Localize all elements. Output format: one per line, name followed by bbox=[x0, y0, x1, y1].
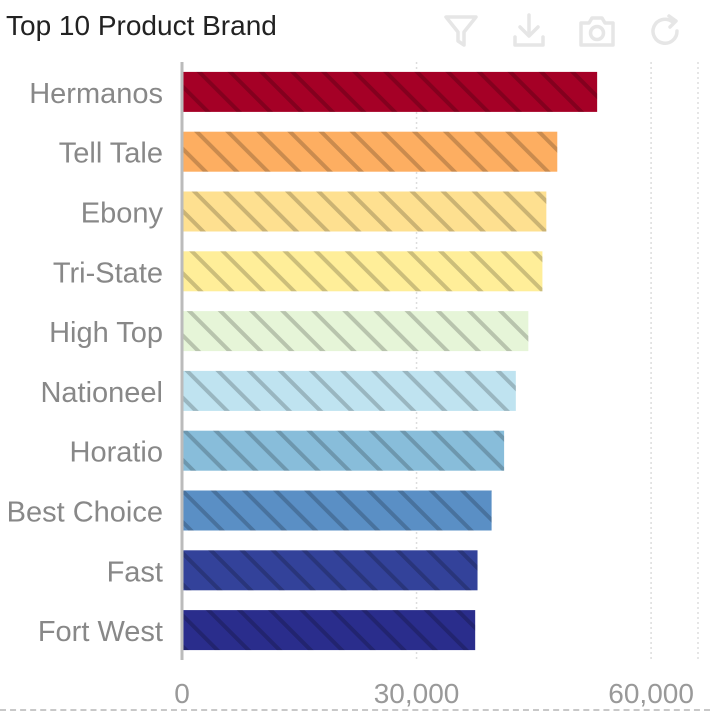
bar-hatch bbox=[182, 550, 478, 591]
bar-group[interactable] bbox=[182, 311, 529, 352]
bar-group[interactable] bbox=[182, 71, 598, 112]
bar-hatch bbox=[182, 311, 529, 352]
category-label: Tri-State bbox=[53, 257, 163, 289]
download-button[interactable] bbox=[506, 8, 552, 54]
category-label: Best Choice bbox=[7, 497, 163, 529]
filter-button[interactable] bbox=[438, 8, 484, 54]
category-label: High Top bbox=[49, 317, 163, 349]
bar-group[interactable] bbox=[182, 131, 558, 172]
bar-group[interactable] bbox=[182, 490, 492, 531]
bar-hatch bbox=[182, 490, 492, 531]
bar-group[interactable] bbox=[182, 610, 476, 651]
filter-icon bbox=[444, 15, 478, 47]
category-label: Tell Tale bbox=[59, 138, 163, 170]
x-tick-label: 0 bbox=[174, 678, 190, 709]
category-label: Hermanos bbox=[29, 78, 163, 110]
bar-hatch bbox=[182, 430, 505, 471]
bar-hatch bbox=[182, 251, 543, 292]
category-label: Horatio bbox=[70, 437, 164, 469]
camera-icon bbox=[579, 16, 615, 47]
bar-hatch bbox=[182, 71, 598, 112]
bar-group[interactable] bbox=[182, 370, 516, 411]
refresh-button[interactable] bbox=[642, 8, 688, 54]
x-tick-label: 60,000 bbox=[608, 678, 694, 709]
chart-title: Top 10 Product Brand bbox=[6, 10, 277, 41]
chart-toolbar bbox=[438, 8, 688, 54]
screenshot-button[interactable] bbox=[574, 8, 620, 54]
category-label: Fast bbox=[107, 556, 163, 588]
bar-hatch bbox=[182, 191, 547, 232]
category-label: Nationeel bbox=[40, 377, 163, 409]
bar-hatch bbox=[182, 610, 476, 651]
bar-group[interactable] bbox=[182, 251, 543, 292]
bar-group[interactable] bbox=[182, 191, 547, 232]
category-label: Fort West bbox=[38, 616, 163, 648]
x-tick-label: 30,000 bbox=[374, 678, 460, 709]
bar-hatch bbox=[182, 131, 558, 172]
bar-group[interactable] bbox=[182, 430, 505, 471]
refresh-icon bbox=[651, 14, 679, 45]
category-label: Ebony bbox=[81, 198, 164, 230]
panel-bottom-border bbox=[0, 709, 710, 711]
bar-hatch bbox=[182, 370, 516, 411]
download-icon bbox=[513, 13, 545, 47]
bar-group[interactable] bbox=[182, 550, 478, 591]
chart-header: Top 10 Product Brand bbox=[0, 0, 710, 58]
